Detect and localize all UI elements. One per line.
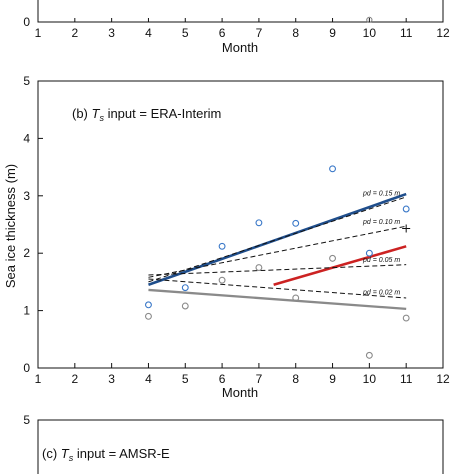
panel-b-pd-label: pd = 0.02 m (362, 290, 400, 297)
panel-b-point (329, 165, 336, 173)
panel-b-xtick-label: 11 (400, 372, 413, 386)
panel-b-dashed-line (148, 225, 407, 278)
panel-b-xtick-label: 9 (329, 372, 336, 386)
panel-a-point (366, 16, 373, 24)
panel-b-xtick-label: 2 (71, 372, 78, 386)
panel-b-ytick-label: 2 (23, 246, 30, 260)
panel-a-xtick-label: 1 (35, 26, 42, 40)
panel-b-xlabel: Month (222, 385, 258, 400)
panel-b-xtick-label: 4 (145, 372, 152, 386)
panel-b-ytick-label: 0 (23, 361, 30, 375)
panel-a-xtick-label: 11 (400, 26, 413, 40)
panel-b-point (255, 264, 263, 271)
panel-b-fit-line (148, 288, 407, 311)
panel-b-point (292, 219, 300, 227)
panel-b-point (402, 314, 410, 322)
panel-b-point (181, 302, 189, 310)
panel-a-xtick-label: 4 (145, 26, 152, 40)
panel-b-xtick-label: 7 (256, 372, 263, 386)
panel-b-point (292, 294, 300, 302)
panel-a-ytick-0: 0 (23, 15, 30, 29)
panel-a-xtick-label: 8 (292, 26, 299, 40)
panel-a-xtick-label: 10 (363, 26, 377, 40)
panel-b-pd-label: pd = 0.15 m (362, 191, 400, 198)
panel-c-annotation: (c) Ts input = AMSR-E (42, 446, 170, 463)
panel-c-ytick-5: 5 (23, 413, 30, 427)
panel-b-point (365, 351, 373, 359)
panel-a-xlabel: Month (222, 40, 258, 55)
panel-b-plus-marker (402, 224, 411, 233)
panel-b-xtick-label: 8 (292, 372, 299, 386)
panel-b-point (365, 249, 373, 257)
panel-c: 5 (c) Ts input = AMSR-E (23, 413, 444, 474)
panel-b-ytick-label: 1 (23, 304, 30, 318)
panel-b-xtick-label: 5 (182, 372, 189, 386)
panel-a: 0 1 2 3 4 5 6 7 8 9 10 11 12 Month (23, 0, 450, 55)
panel-c-frame (37, 419, 444, 474)
panel-a-xtick-label: 3 (108, 26, 115, 40)
panel-a-xtick-label: 12 (436, 26, 450, 40)
panel-b-point (218, 242, 226, 250)
panel-b-ytick-label: 5 (23, 74, 30, 88)
panel-b-pd-label: pd = 0.10 m (362, 219, 400, 226)
panel-b-fit-line (148, 192, 407, 286)
panel-b-xtick-label: 10 (363, 372, 377, 386)
panel-b-point (145, 301, 152, 309)
panel-b-ylabel: Sea ice thickness (m) (3, 164, 18, 288)
panel-b-point (181, 284, 189, 292)
panel-a-xtick-label: 5 (182, 26, 189, 40)
panel-a-xtick-label: 9 (329, 26, 336, 40)
panel-b-point (218, 276, 226, 284)
panel-b-ytick-label: 3 (23, 189, 30, 203)
panel-b-ytick-label: 4 (23, 131, 30, 145)
panel-b-point (145, 312, 152, 320)
panel-b-dashed-line (148, 278, 407, 299)
panel-b-xtick-label: 6 (219, 372, 226, 386)
panel-a-frame (37, 0, 444, 23)
panel-b-dashed-line (148, 264, 407, 276)
panel-b-pd-label: pd = 0.05 m (362, 257, 400, 264)
panel-b-point (255, 219, 263, 227)
panel-b-point (329, 254, 336, 262)
panel-b-fit-line (273, 245, 407, 287)
panel-a-xtick-label: 2 (71, 26, 78, 40)
panel-b-dashed-line (148, 196, 407, 283)
panel-b-point (402, 205, 410, 213)
panel-b-xtick-label: 3 (108, 372, 115, 386)
panel-b-xtick-label: 12 (436, 372, 450, 386)
panel-b-xtick-label: 1 (35, 372, 42, 386)
panel-b-annotation: (b) Ts input = ERA-Interim (72, 106, 221, 123)
panel-a-xtick-label: 7 (256, 26, 263, 40)
panel-b-frame (37, 80, 444, 369)
panel-a-xtick-label: 6 (219, 26, 226, 40)
